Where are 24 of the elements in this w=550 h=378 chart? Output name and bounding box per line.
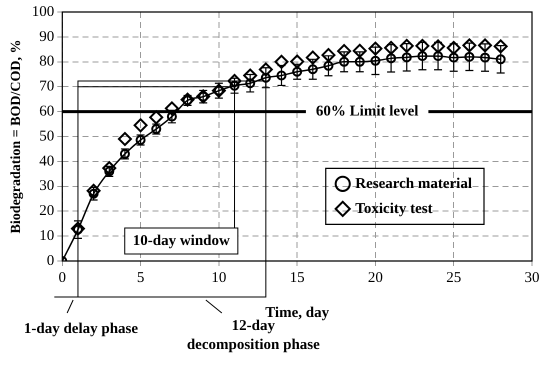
y-tick-label: 20	[39, 203, 54, 220]
y-tick-label: 90	[39, 28, 54, 45]
x-tick-label: 0	[58, 270, 66, 286]
ref-line-label: 60% Limit level	[316, 103, 418, 120]
x-tick-label: 15	[290, 270, 305, 286]
x-tick-label: 10	[211, 270, 226, 286]
x-tick-label: 25	[446, 270, 462, 286]
legend-label: Toxicity test	[355, 200, 433, 217]
y-tick-label: 80	[39, 54, 54, 70]
y-tick-label: 0	[46, 252, 54, 269]
x-tick-label: 20	[368, 270, 383, 286]
y-tick-label: 100	[32, 4, 54, 20]
x-tick-label: 30	[524, 270, 540, 286]
y-tick-label: 50	[39, 128, 54, 144]
y-tick-label: 60	[39, 104, 54, 120]
text: 1-day delay phase	[24, 320, 138, 337]
y-tick-label: 70	[39, 78, 54, 95]
y-tick-label: 30	[39, 178, 54, 194]
y-axis-title: Biodegradation = BOD/COD, %	[9, 40, 24, 234]
y-tick-label: 40	[39, 153, 54, 170]
y-tick-label: 10	[39, 228, 54, 244]
annotation: 10-day window	[132, 232, 230, 249]
legend-label: Research material	[355, 176, 472, 192]
x-tick-label: 5	[136, 270, 144, 286]
